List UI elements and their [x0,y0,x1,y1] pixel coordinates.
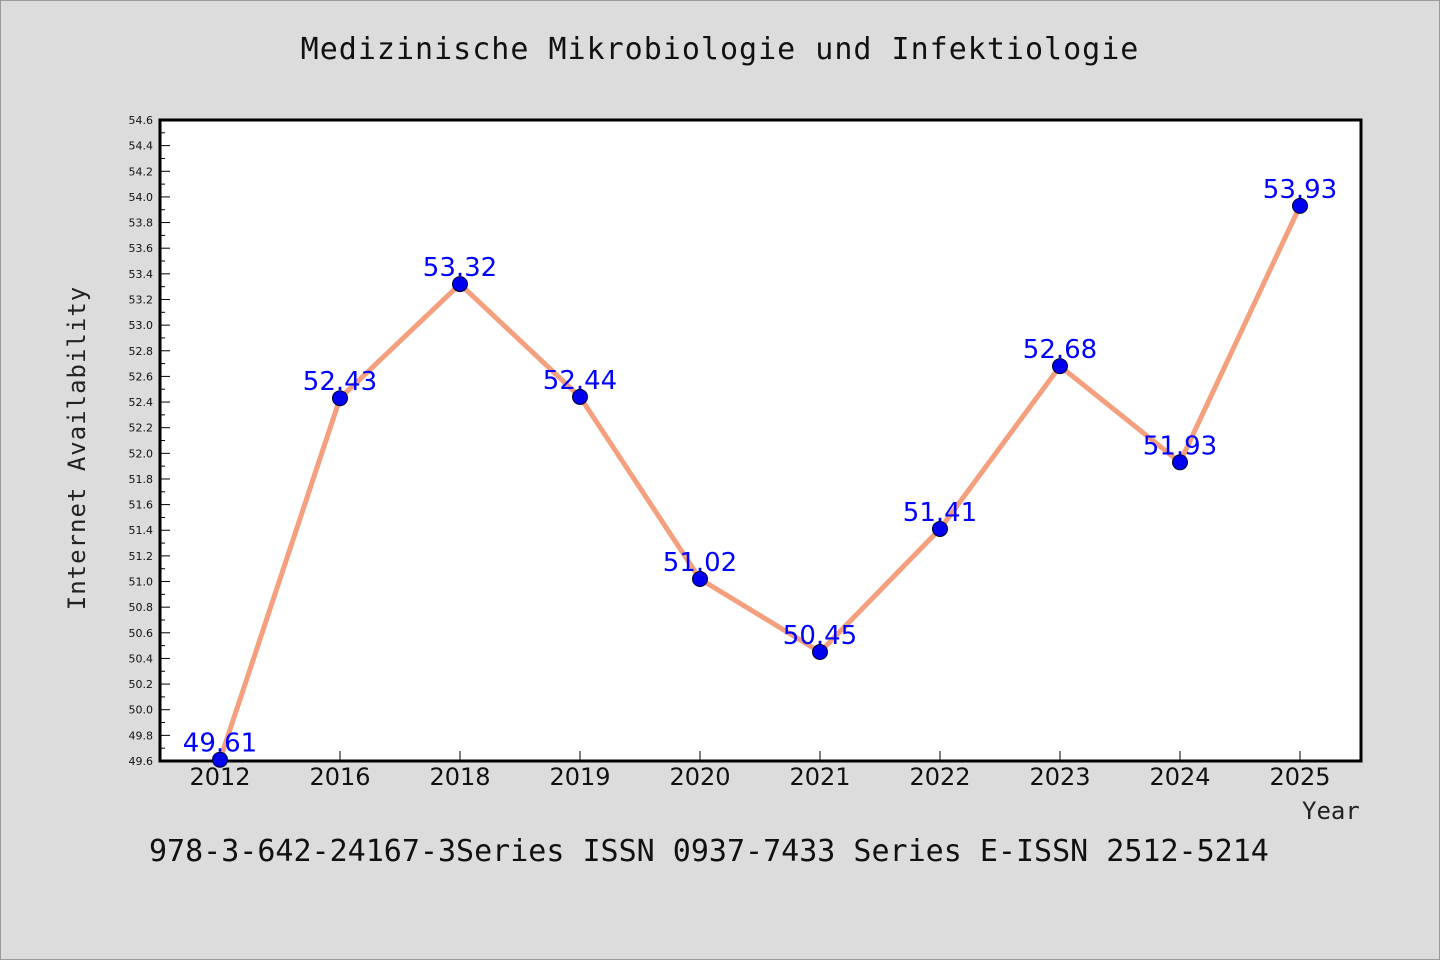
y-tick-label: 52.2 [129,422,154,435]
y-tick-label: 52.6 [129,370,154,383]
y-tick-label: 54.6 [129,114,154,127]
x-tick-label: 2025 [1269,763,1330,791]
y-tick-label: 51.8 [129,473,154,486]
data-label: 52.68 [1023,335,1097,365]
data-label: 51.02 [663,548,737,578]
y-tick-label: 51.0 [129,576,154,589]
data-labels: 49.61 52.43 53.32 52.44 51.02 50.45 51.41 52.68… [183,175,1337,759]
data-point [332,390,348,407]
data-point [692,570,708,587]
y-tick-label: 50.8 [129,601,154,614]
data-label: 53.93 [1263,175,1337,205]
y-tick-label: 54.0 [129,191,154,204]
data-label: 52.44 [543,366,617,396]
x-axis-label: Year [1302,797,1360,825]
y-axis-ticks: 49.6 49.8 50.0 50.2 50.4 50.6 50.8 51.0 51.2 51.4… [129,114,170,768]
x-axis-ticks: 2012 2016 2018 2019 2020 2021 2022 2023 2024 2025 [189,751,1331,791]
y-tick-label: 52.8 [129,345,154,358]
y-tick-label: 53.6 [129,242,154,255]
plot-area [158,118,1363,763]
data-series [212,197,1308,768]
x-tick-label: 2018 [429,763,490,791]
y-tick-label: 52.0 [129,447,154,460]
data-label: 53.32 [423,253,497,283]
data-point [932,520,948,537]
x-tick-label: 2019 [549,763,610,791]
y-tick-label: 51.6 [129,499,154,512]
y-tick-label: 50.2 [129,678,154,691]
x-tick-label: 2022 [909,763,970,791]
y-tick-label: 50.6 [129,627,154,640]
data-label: 52.43 [303,367,377,397]
y-tick-label: 53.0 [129,319,154,332]
footer-isbn: 978-3-642-24167-3Series ISSN 0937-7433 S… [149,834,1269,869]
y-tick-label: 50.0 [129,704,154,717]
y-tick-label: 53.4 [129,268,154,281]
y-tick-label: 53.8 [129,217,154,230]
data-label: 50.45 [783,621,857,651]
data-label: 51.41 [903,498,977,528]
y-tick-label: 51.2 [129,550,154,563]
series-line [217,203,1303,763]
chart-title: Medizinische Mikrobiologie und Infektiol… [300,32,1140,67]
y-tick-label: 52.4 [129,396,154,409]
x-tick-label: 2021 [789,763,850,791]
data-point [212,751,228,768]
data-point [1052,358,1068,375]
data-point [572,388,588,405]
data-point [452,276,468,293]
y-tick-label: 54.4 [129,140,154,153]
y-tick-label: 54.2 [129,165,154,178]
data-label: 51.93 [1143,431,1217,461]
x-tick-label: 2023 [1029,763,1090,791]
y-tick-label: 51.4 [129,524,154,537]
x-tick-label: 2024 [1149,763,1210,791]
y-tick-label: 49.6 [129,755,154,768]
data-point [812,644,828,661]
x-tick-label: 2016 [309,763,370,791]
x-tick-label: 2020 [669,763,730,791]
data-point [1292,197,1308,214]
data-point [1172,454,1188,471]
y-tick-label: 50.4 [129,652,154,665]
data-label: 49.61 [183,729,257,759]
y-tick-label: 53.2 [129,293,154,306]
y-tick-label: 49.8 [129,729,154,742]
